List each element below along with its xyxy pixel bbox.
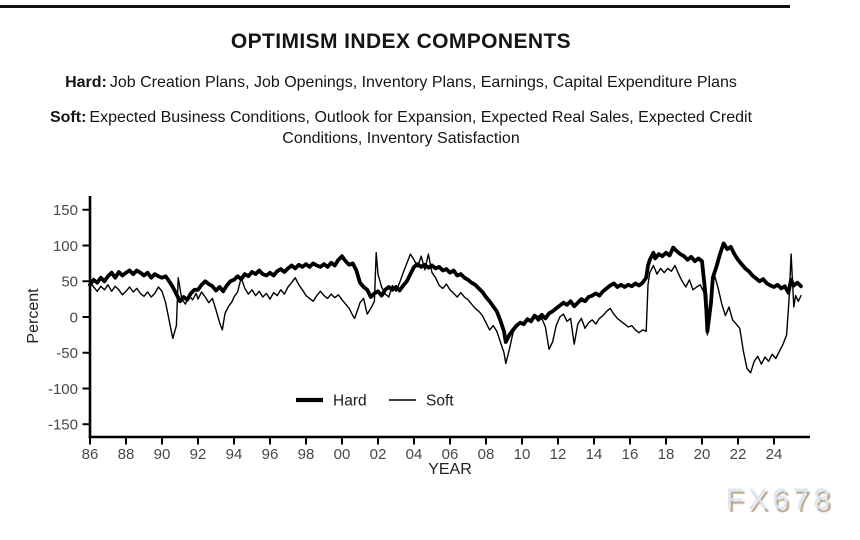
y-axis-tick-label: -50: [56, 345, 78, 362]
x-axis-tick-label: 06: [442, 446, 459, 463]
x-axis-tick-label: 24: [766, 446, 783, 463]
hard-series-line: [88, 241, 803, 344]
watermark: FX678: [725, 483, 834, 516]
y-axis-tick-label: -100: [48, 381, 78, 398]
soft-label: Soft:: [49, 109, 87, 126]
x-axis-tick-label: 94: [226, 446, 243, 463]
y-axis-tick-label: 100: [53, 238, 78, 255]
soft-series-line: [89, 251, 802, 374]
hard-text: Job Creation Plans, Job Openings, Invent…: [109, 74, 737, 91]
page-title: OPTIMISM INDEX COMPONENTS: [230, 30, 572, 53]
x-axis-tick-label: 10: [514, 446, 531, 463]
x-axis-tick-label: 08: [478, 446, 495, 463]
x-axis-tick-label: 04: [406, 446, 423, 463]
x-axis-tick-label: 20: [694, 446, 711, 463]
x-axis-tick-label: 12: [550, 446, 567, 463]
x-axis-tick-label: 14: [586, 446, 603, 463]
x-axis-tick-label: 98: [298, 446, 315, 463]
y-axis-tick-label: 50: [61, 274, 78, 291]
y-axis-tick-label: 150: [53, 202, 78, 219]
legend-hard-label: Hard: [333, 393, 367, 410]
x-axis-tick-label: 86: [82, 446, 99, 463]
x-axis-tick-label: 96: [262, 446, 279, 463]
x-axis-tick-label: 16: [622, 446, 639, 463]
soft-text: Expected Business Conditions, Outlook fo…: [89, 109, 753, 147]
chart-header: OPTIMISM INDEX COMPONENTS Hard: Job Creat…: [0, 30, 802, 163]
hard-label: Hard:: [65, 74, 107, 91]
soft-components-line: Soft: Expected Business Conditions, Outlo…: [29, 107, 774, 149]
x-axis-title: YEAR: [428, 461, 472, 478]
top-border-line: [0, 5, 790, 8]
x-axis-tick-label: 90: [154, 446, 171, 463]
x-axis-tick-label: 02: [370, 446, 387, 463]
x-axis-tick-label: 22: [730, 446, 747, 463]
x-axis-tick-label: 18: [658, 446, 675, 463]
x-axis-tick-label: 88: [118, 446, 135, 463]
y-axis-tick-label: 0: [70, 309, 78, 326]
x-axis-tick-label: 92: [190, 446, 207, 463]
y-axis-title: Percent: [25, 288, 42, 344]
hard-components-line: Hard: Job Creation Plans, Job Openings, I…: [14, 72, 789, 93]
y-axis-tick-label: -150: [48, 417, 78, 434]
x-axis-tick-label: 00: [334, 446, 351, 463]
legend-soft-label: Soft: [426, 393, 454, 410]
